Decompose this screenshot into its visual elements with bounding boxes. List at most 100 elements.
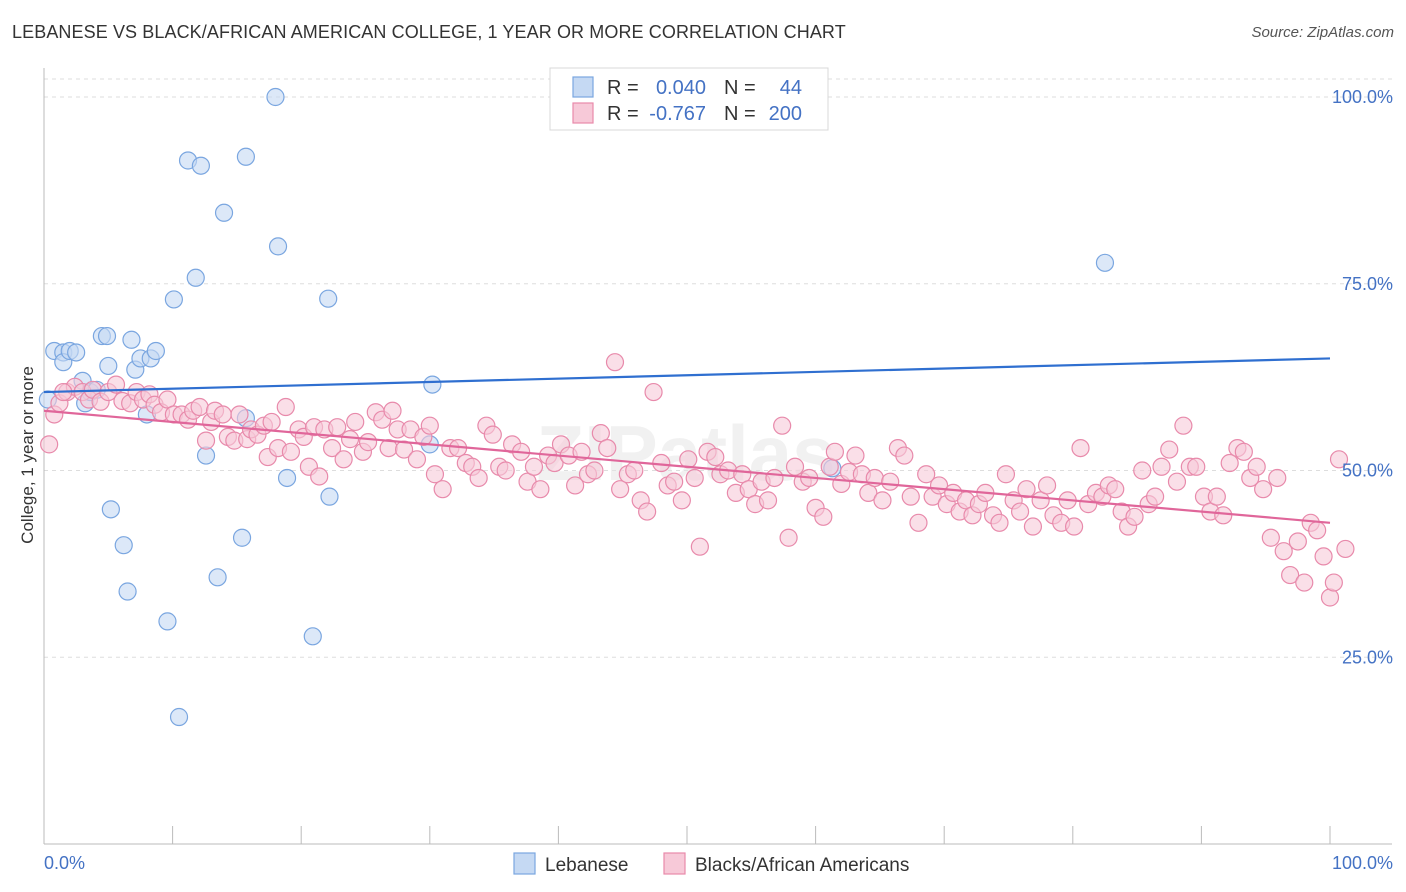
trend-line-0 <box>43 357 1331 394</box>
data-point <box>644 382 663 402</box>
data-point <box>483 425 502 444</box>
data-point <box>1308 521 1327 540</box>
data-point <box>665 472 684 491</box>
data-point <box>158 612 177 631</box>
x-tick-label: 100.0% <box>1332 853 1393 873</box>
data-point <box>268 237 288 256</box>
data-point <box>1010 502 1030 521</box>
data-point <box>733 465 752 484</box>
data-point <box>859 483 878 503</box>
data-point <box>901 487 920 506</box>
data-point <box>625 461 644 480</box>
data-point <box>191 156 210 175</box>
data-point <box>1214 506 1233 525</box>
legend-swatch <box>572 76 594 98</box>
legend-label-1: Blacks/African Americans <box>695 855 909 876</box>
data-point <box>1320 588 1340 607</box>
data-point <box>320 487 339 506</box>
data-point <box>690 537 709 556</box>
data-point <box>276 397 295 417</box>
data-point <box>1071 438 1090 458</box>
data-point <box>303 627 322 646</box>
data-point <box>425 465 445 484</box>
data-point <box>672 491 691 510</box>
data-point <box>846 446 865 465</box>
data-point <box>1017 480 1036 499</box>
data-point <box>1152 457 1171 476</box>
data-point <box>1234 442 1253 461</box>
data-point <box>758 491 778 510</box>
data-point <box>779 528 798 547</box>
data-point <box>881 472 900 491</box>
data-point <box>591 424 610 443</box>
data-point <box>383 401 402 420</box>
legend-box <box>549 67 829 131</box>
data-point <box>531 480 550 499</box>
legend-swatch-1 <box>663 852 686 875</box>
data-point <box>164 290 183 309</box>
data-point <box>232 528 252 547</box>
data-point <box>146 341 165 361</box>
data-point <box>328 418 347 437</box>
data-point <box>1167 472 1187 491</box>
data-point <box>114 536 133 555</box>
data-point <box>1174 416 1193 435</box>
data-point <box>1261 528 1280 547</box>
chart-title: LEBANESE VS BLACK/AFRICAN AMERICAN COLLE… <box>12 22 846 42</box>
data-point <box>611 480 630 499</box>
series-blacks-points <box>40 353 1355 607</box>
data-point <box>1314 547 1333 566</box>
data-point <box>266 87 285 107</box>
x-tick-labels: 0.0% 100.0% <box>44 853 1393 873</box>
axes <box>43 68 1392 845</box>
data-point <box>169 707 189 727</box>
legend-n-value: 44 <box>780 77 802 99</box>
legend-r-value: -0.767 <box>649 103 706 125</box>
data-point <box>334 450 353 469</box>
data-point <box>1247 457 1266 476</box>
data-point <box>1133 461 1152 480</box>
data-point <box>196 431 216 450</box>
data-point <box>909 513 928 532</box>
data-point <box>1329 450 1349 469</box>
data-point <box>277 468 297 488</box>
data-point <box>814 507 833 526</box>
data-point <box>917 465 936 484</box>
legend-swatch-0 <box>513 852 536 875</box>
data-point <box>566 476 585 495</box>
data-point <box>236 147 256 166</box>
data-point <box>785 457 805 476</box>
data-point <box>158 390 177 409</box>
data-point <box>213 405 232 424</box>
stats-legend: R = 0.040 N = 44 R = -0.767 N = 200 <box>549 67 829 131</box>
data-point <box>685 468 704 488</box>
data-point <box>1336 539 1355 559</box>
data-point <box>1324 573 1343 592</box>
y-tick-label: 100.0% <box>1332 87 1393 107</box>
data-point <box>346 412 365 432</box>
data-point <box>230 405 249 424</box>
data-point <box>1160 440 1179 459</box>
chart-source: Source: ZipAtlas.com <box>1251 24 1394 41</box>
data-point <box>208 568 227 587</box>
legend-r-label: R = <box>607 77 639 99</box>
y-tick-label: 75.0% <box>1342 274 1393 294</box>
data-point <box>996 465 1016 484</box>
data-point <box>106 375 126 394</box>
data-point <box>1125 507 1144 526</box>
data-point <box>122 330 141 349</box>
data-point <box>1288 532 1307 551</box>
data-point <box>99 356 118 376</box>
legend-swatch <box>572 102 594 124</box>
data-point <box>118 582 137 601</box>
data-point <box>1146 487 1165 506</box>
data-point <box>67 343 86 362</box>
data-point <box>706 447 725 467</box>
trend-line-1 <box>43 409 1331 524</box>
legend-n-value: 200 <box>769 103 802 125</box>
legend-n-label: N = <box>724 77 756 99</box>
data-point <box>895 446 914 465</box>
data-point <box>214 203 234 222</box>
y-axis-label: College, 1 year or more <box>18 366 37 544</box>
